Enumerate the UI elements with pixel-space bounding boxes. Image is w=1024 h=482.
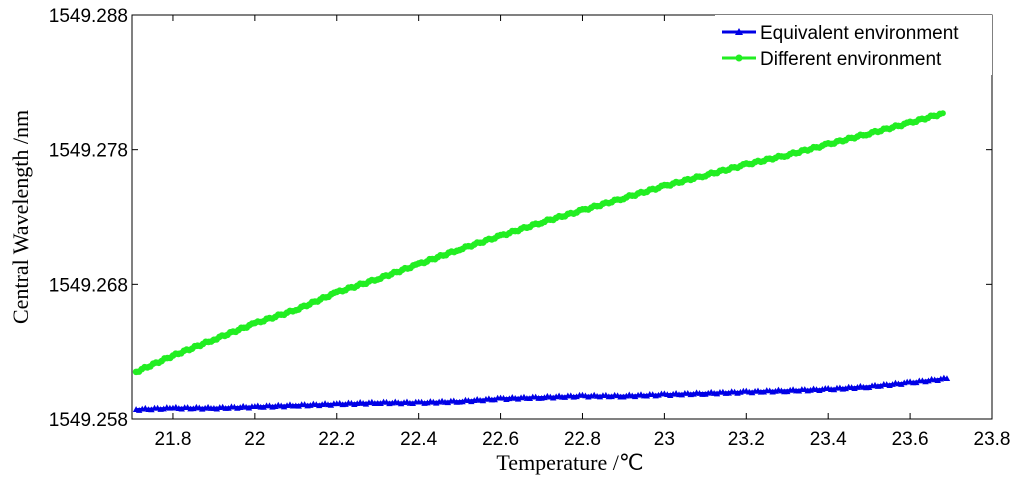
data-point	[213, 405, 221, 412]
data-point	[713, 390, 721, 397]
legend: Equivalent environment Different environm…	[715, 15, 992, 75]
data-point	[160, 405, 167, 412]
data-point	[260, 403, 267, 410]
data-point	[491, 396, 498, 403]
y-axis: 1549.258 1549.268 1549.278 1549.288	[49, 6, 992, 431]
legend-marker	[735, 54, 743, 62]
series-line	[135, 111, 944, 374]
x-tick-label: 22.2	[318, 429, 355, 450]
data-point	[678, 391, 686, 398]
data-point	[295, 402, 302, 409]
x-tick-label: 23.8	[974, 429, 1011, 450]
data-point	[760, 388, 768, 395]
data-point	[943, 375, 951, 381]
data-point	[898, 381, 905, 387]
x-tick-label: 23	[654, 429, 675, 450]
data-point	[795, 387, 803, 394]
legend-entry: Equivalent environment	[722, 23, 959, 44]
legend-label: Equivalent environment	[760, 23, 959, 44]
series-2	[132, 110, 946, 376]
plot-frame	[131, 14, 993, 420]
data-point	[479, 397, 487, 404]
y-tick-label: 1549.288	[49, 6, 128, 27]
data-point	[307, 402, 314, 408]
data-point	[842, 385, 849, 392]
data-point	[865, 384, 873, 391]
y-tick-label: 1549.278	[49, 141, 128, 162]
data-point	[690, 390, 697, 397]
data-point	[342, 401, 349, 407]
data-point	[459, 398, 466, 405]
data-point	[561, 394, 569, 400]
x-tick-label: 23.4	[810, 429, 847, 450]
data-point	[877, 382, 885, 389]
x-tick-label: 23.6	[892, 429, 929, 450]
data-point	[573, 393, 580, 400]
legend-entry: Different environment	[722, 49, 942, 70]
data-point	[424, 399, 431, 406]
series-1	[132, 374, 951, 413]
data-point	[409, 400, 417, 407]
data-point	[225, 404, 232, 411]
y-tick-label: 1549.258	[49, 410, 128, 431]
data-point	[913, 379, 920, 386]
data-point	[526, 395, 534, 402]
data-point	[444, 399, 452, 406]
data-point	[148, 406, 155, 413]
legend-marker	[735, 28, 743, 35]
x-tick-label: 22.4	[400, 429, 437, 450]
data-point	[643, 392, 651, 399]
data-point	[934, 377, 941, 384]
y-axis-title: Central Wavelength /nm	[8, 110, 33, 324]
x-tick-label: 22.8	[564, 429, 601, 450]
legend-label: Different environment	[760, 49, 942, 70]
data-point	[327, 401, 335, 408]
x-tick-label: 22	[244, 429, 265, 450]
data-point	[830, 386, 838, 393]
data-point	[939, 110, 946, 117]
x-tick-label: 23.2	[728, 429, 765, 450]
x-axis-title: Temperature /℃	[496, 450, 643, 475]
x-axis: 21.8 22 22.2 22.4 22.6 22.8 23 23.2 23.4 23.6 23.8	[154, 15, 1010, 450]
data-point	[725, 389, 732, 396]
data-point	[178, 405, 185, 412]
data-point	[377, 400, 384, 406]
data-point	[925, 377, 932, 384]
y-tick-label: 1549.268	[49, 275, 128, 296]
legend-box	[715, 15, 992, 75]
data-point	[748, 389, 756, 396]
data-point	[608, 393, 615, 400]
plot-series	[132, 110, 951, 413]
x-tick-label: 22.6	[482, 429, 519, 450]
x-tick-label: 21.8	[154, 429, 191, 450]
